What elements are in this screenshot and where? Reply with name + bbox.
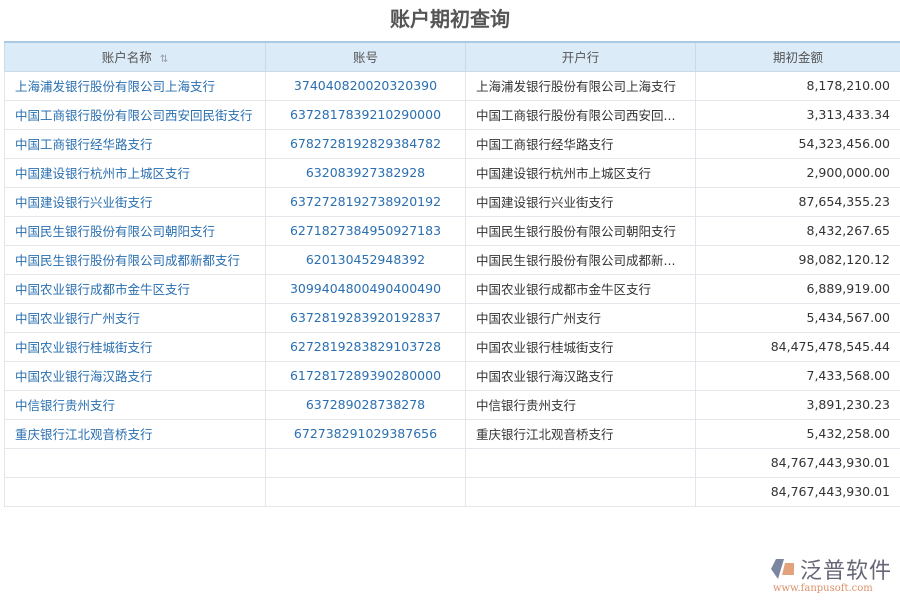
cell-amount: 2,900,000.00 [695, 157, 900, 188]
cell-amount: 6,889,919.00 [695, 273, 900, 304]
cell-amount: 3,891,230.23 [695, 389, 900, 420]
column-header-amount[interactable]: 期初金额 [695, 41, 900, 72]
logo-url: www.fanpusoft.com [773, 583, 873, 594]
sort-icon[interactable]: ⇅ [159, 54, 169, 66]
cell-account-name[interactable]: 中国民生银行股份有限公司成都新都支行 [4, 244, 266, 275]
cell-account-number[interactable]: 632083927382928 [265, 157, 466, 188]
table-row[interactable]: 中国农业银行广州支行 6372819283920192837 中国农业银行广州支行 5… [4, 302, 900, 333]
cell-amount: 7,433,568.00 [695, 360, 900, 391]
cell-account-name[interactable]: 中国工商银行股份有限公司西安回民街支行 [4, 99, 266, 130]
cell-account-number[interactable]: 6372817839210290000 [265, 99, 466, 130]
account-table: 账户名称 ⇅ 账号 开户行 期初金额 上海浦发银行股份有限公司上海支行 374040… [4, 41, 900, 507]
table-row[interactable]: 重庆银行江北观音桥支行 672738291029387656 重庆银行江北观音桥支行… [4, 418, 900, 449]
cell-bank: 中国民生银行股份有限公司朝阳支行 [465, 215, 696, 246]
table-row[interactable]: 中国工商银行股份有限公司西安回民街支行 6372817839210290000 中国… [4, 99, 900, 130]
cell-bank: 中国工商银行股份有限公司西安回... [465, 99, 696, 130]
cell-account-name[interactable]: 中国农业银行广州支行 [4, 302, 266, 333]
cell-amount: 8,178,210.00 [695, 70, 900, 101]
cell-bank: 中国农业银行广州支行 [465, 302, 696, 333]
table-row[interactable]: 中国建设银行杭州市上城区支行 632083927382928 中国建设银行杭州市上城… [4, 157, 900, 188]
cell-account-name[interactable]: 中国农业银行桂城街支行 [4, 331, 266, 362]
total-amount: 84,767,443,930.01 [695, 447, 900, 478]
column-header-bank[interactable]: 开户行 [465, 41, 696, 72]
cell-account-number[interactable]: 6272819283829103728 [265, 331, 466, 362]
empty-cell [4, 447, 266, 478]
cell-account-number[interactable]: 6782728192829384782 [265, 128, 466, 159]
logo-icon [771, 559, 794, 579]
empty-cell [265, 476, 466, 507]
cell-amount: 54,323,456.00 [695, 128, 900, 159]
table-row[interactable]: 中国建设银行兴业街支行 6372728192738920192 中国建设银行兴业街支… [4, 186, 900, 217]
empty-cell [4, 476, 266, 507]
cell-amount: 5,432,258.00 [695, 418, 900, 449]
cell-account-number[interactable]: 374040820020320390 [265, 70, 466, 101]
column-header-name[interactable]: 账户名称 ⇅ [4, 41, 266, 72]
empty-cell [465, 476, 696, 507]
page-title: 账户期初查询 [390, 7, 510, 31]
cell-account-name[interactable]: 中国农业银行成都市金牛区支行 [4, 273, 266, 304]
cell-bank: 中国民生银行股份有限公司成都新... [465, 244, 696, 275]
cell-account-name[interactable]: 中国建设银行兴业街支行 [4, 186, 266, 217]
table-row[interactable]: 中国农业银行桂城街支行 6272819283829103728 中国农业银行桂城街支… [4, 331, 900, 362]
column-header-account[interactable]: 账号 [265, 41, 466, 72]
cell-bank: 重庆银行江北观音桥支行 [465, 418, 696, 449]
empty-cell [265, 447, 466, 478]
total-row: 84,767,443,930.01 [4, 476, 900, 507]
cell-account-name[interactable]: 中国民生银行股份有限公司朝阳支行 [4, 215, 266, 246]
cell-amount: 98,082,120.12 [695, 244, 900, 275]
cell-bank: 上海浦发银行股份有限公司上海支行 [465, 70, 696, 101]
cell-account-number[interactable]: 672738291029387656 [265, 418, 466, 449]
cell-bank: 中国建设银行杭州市上城区支行 [465, 157, 696, 188]
cell-amount: 84,475,478,545.44 [695, 331, 900, 362]
logo-text: 泛普软件 [800, 559, 893, 584]
cell-bank: 中国农业银行成都市金牛区支行 [465, 273, 696, 304]
cell-account-number[interactable]: 620130452948392 [265, 244, 466, 275]
cell-account-number[interactable]: 3099404800490400490 [265, 273, 466, 304]
table-row[interactable]: 中国民生银行股份有限公司朝阳支行 6271827384950927183 中国民生银… [4, 215, 900, 246]
cell-account-number[interactable]: 6372819283920192837 [265, 302, 466, 333]
cell-account-number[interactable]: 6372728192738920192 [265, 186, 466, 217]
cell-amount: 3,313,433.34 [695, 99, 900, 130]
total-amount: 84,767,443,930.01 [695, 476, 900, 507]
total-row: 84,767,443,930.01 [4, 447, 900, 478]
cell-account-name[interactable]: 重庆银行江北观音桥支行 [4, 418, 266, 449]
cell-bank: 中国农业银行海汉路支行 [465, 360, 696, 391]
cell-account-number[interactable]: 6172817289390280000 [265, 360, 466, 391]
empty-cell [465, 447, 696, 478]
table-row[interactable]: 中国农业银行海汉路支行 6172817289390280000 中国农业银行海汉路支… [4, 360, 900, 391]
table-row[interactable]: 中国工商银行经华路支行 6782728192829384782 中国工商银行经华路支… [4, 128, 900, 159]
cell-account-number[interactable]: 6271827384950927183 [265, 215, 466, 246]
cell-bank: 中信银行贵州支行 [465, 389, 696, 420]
cell-account-name[interactable]: 中国建设银行杭州市上城区支行 [4, 157, 266, 188]
cell-bank: 中国农业银行桂城街支行 [465, 331, 696, 362]
table-row[interactable]: 中信银行贵州支行 637289028738278 中信银行贵州支行 3,891,230… [4, 389, 900, 420]
cell-bank: 中国建设银行兴业街支行 [465, 186, 696, 217]
table-row[interactable]: 中国民生银行股份有限公司成都新都支行 620130452948392 中国民生银行股… [4, 244, 900, 275]
cell-account-name[interactable]: 中信银行贵州支行 [4, 389, 266, 420]
cell-amount: 87,654,355.23 [695, 186, 900, 217]
cell-account-name[interactable]: 中国农业银行海汉路支行 [4, 360, 266, 391]
cell-amount: 8,432,267.65 [695, 215, 900, 246]
logo: 泛普软件 [770, 553, 892, 585]
cell-bank: 中国工商银行经华路支行 [465, 128, 696, 159]
cell-amount: 5,434,567.00 [695, 302, 900, 333]
table-row[interactable]: 中国农业银行成都市金牛区支行 3099404800490400490 中国农业银行成… [4, 273, 900, 304]
cell-account-name[interactable]: 中国工商银行经华路支行 [4, 128, 266, 159]
table-header: 账户名称 ⇅ 账号 开户行 期初金额 [4, 41, 900, 72]
cell-account-name[interactable]: 上海浦发银行股份有限公司上海支行 [4, 70, 266, 101]
table-row[interactable]: 上海浦发银行股份有限公司上海支行 374040820020320390 上海浦发银行… [4, 70, 900, 101]
cell-account-number[interactable]: 637289028738278 [265, 389, 466, 420]
